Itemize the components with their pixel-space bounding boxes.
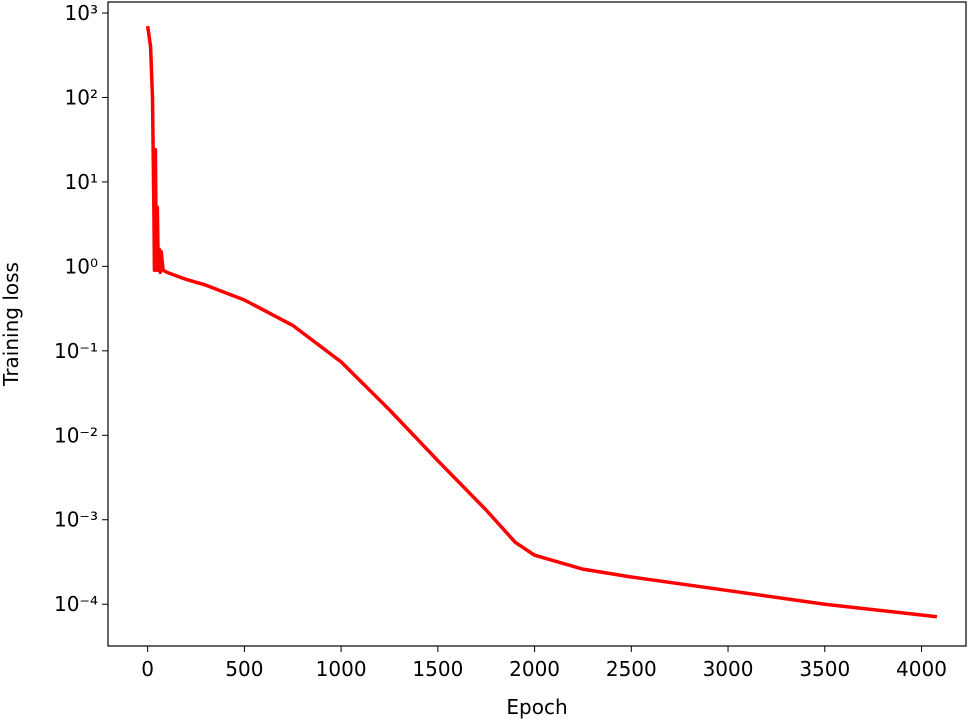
x-tick-label: 1000 bbox=[316, 657, 367, 681]
y-tick-label: 10³ bbox=[65, 1, 98, 25]
plot-frame bbox=[107, 1, 967, 647]
y-tick-label: 10⁻² bbox=[54, 423, 98, 447]
y-tick-label: 10⁻⁴ bbox=[54, 592, 98, 616]
y-tick-label: 10¹ bbox=[65, 170, 98, 194]
y-axis-label: Training loss bbox=[0, 262, 23, 387]
y-tick-label: 10⁻³ bbox=[54, 508, 98, 532]
x-tick-label: 1500 bbox=[412, 657, 463, 681]
x-tick-label: 2500 bbox=[606, 657, 657, 681]
x-tick-label: 0 bbox=[141, 657, 154, 681]
x-tick-label: 3500 bbox=[799, 657, 850, 681]
loss-line bbox=[145, 25, 938, 619]
x-tick-label: 4000 bbox=[896, 657, 947, 681]
x-tick-label: 500 bbox=[225, 657, 263, 681]
y-tick-label: 10⁰ bbox=[65, 254, 98, 278]
y-tick-label: 10² bbox=[65, 85, 98, 109]
x-tick-label: 2000 bbox=[509, 657, 560, 681]
x-axis-label: Epoch bbox=[506, 695, 567, 719]
y-tick-label: 10⁻¹ bbox=[54, 339, 98, 363]
x-tick-label: 3000 bbox=[703, 657, 754, 681]
